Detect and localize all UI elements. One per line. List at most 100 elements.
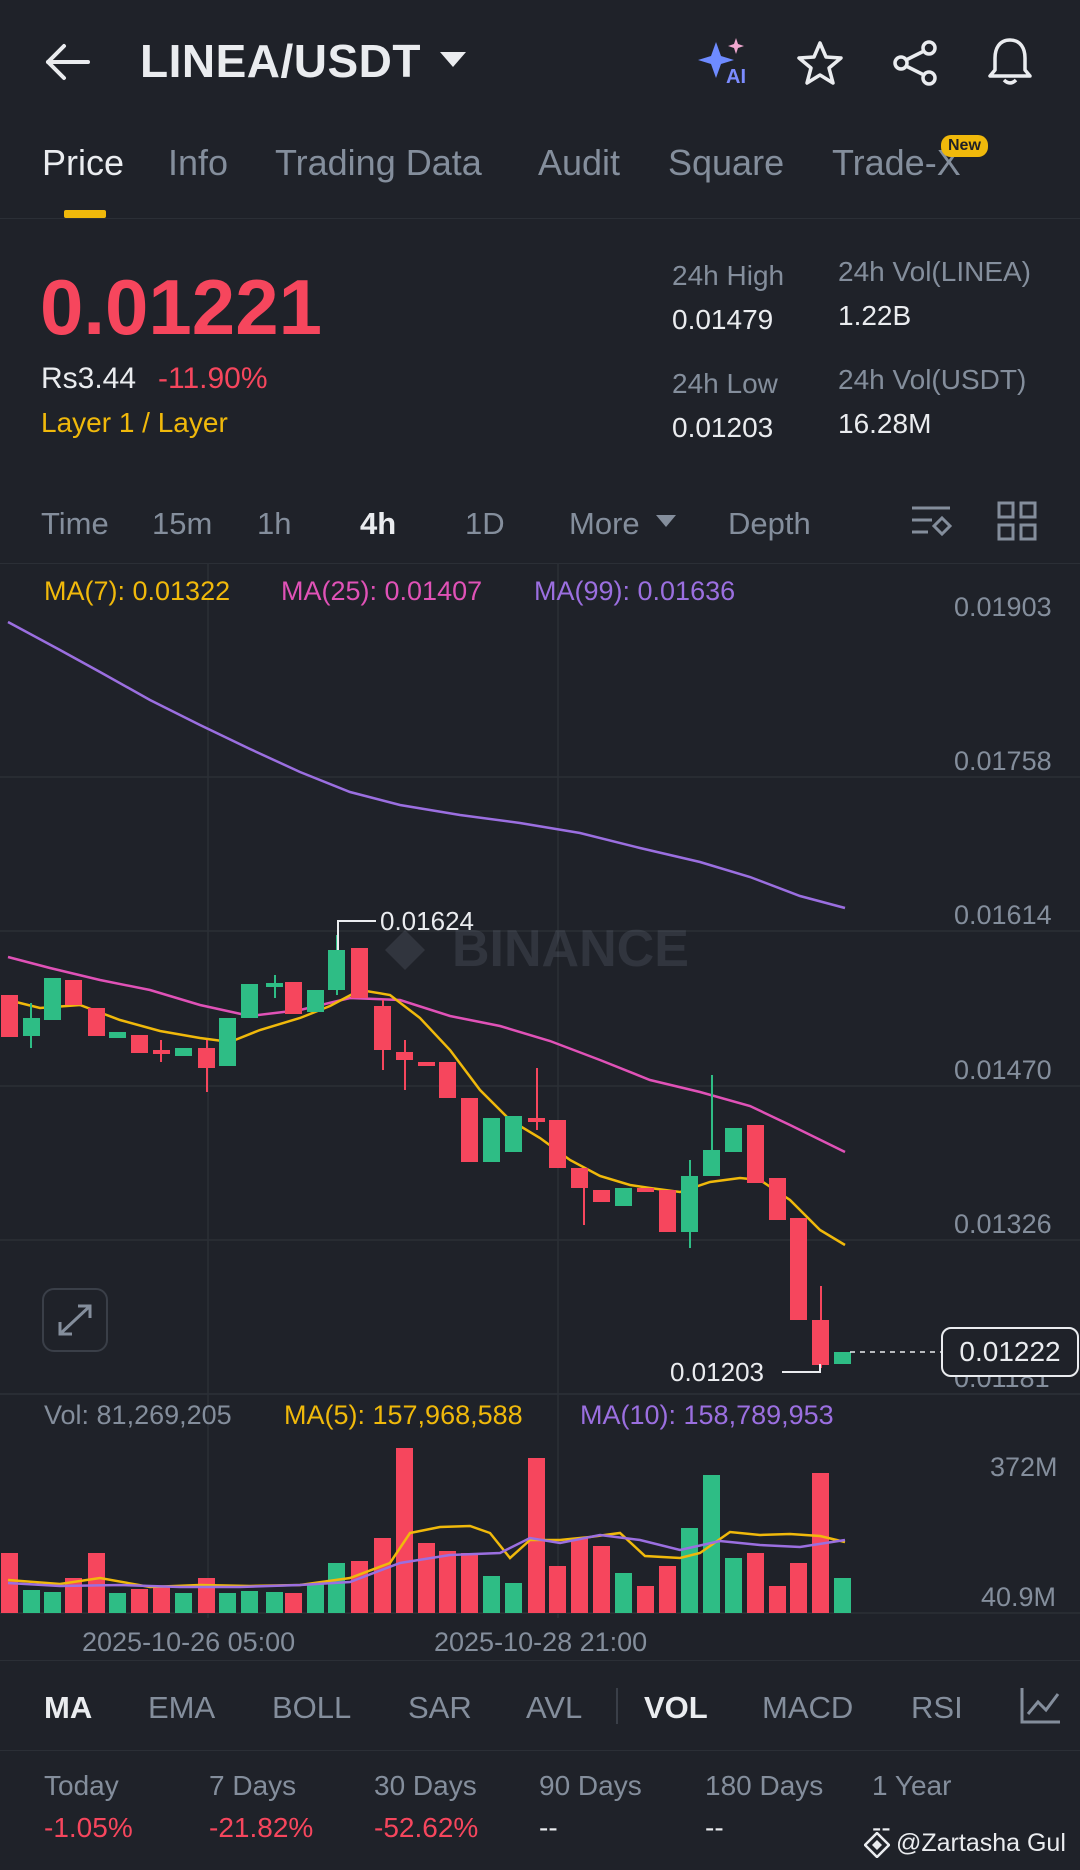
tf-1h[interactable]: 1h xyxy=(257,506,292,541)
volume-bar xyxy=(769,1586,786,1613)
active-tab-indicator xyxy=(64,210,106,218)
indicators-divider xyxy=(0,1750,1080,1751)
volume-bar xyxy=(637,1586,654,1613)
candle xyxy=(528,1118,545,1122)
volume-bar xyxy=(571,1538,588,1613)
ind-avl[interactable]: AVL xyxy=(526,1690,583,1725)
tf-depth[interactable]: Depth xyxy=(728,506,811,541)
ma7-line xyxy=(7,988,846,1247)
x-tick: 2025-10-28 21:00 xyxy=(434,1627,648,1657)
volume-bar xyxy=(374,1538,391,1613)
pair-title[interactable]: LINEA/USDT xyxy=(140,35,421,87)
volume-bar xyxy=(528,1458,545,1613)
y-tick: 0.01614 xyxy=(954,900,1052,930)
volume-bar xyxy=(747,1553,764,1613)
y-tick: 0.01758 xyxy=(954,746,1052,776)
perf-value: -1.05% xyxy=(44,1812,133,1843)
tf-15m[interactable]: 15m xyxy=(152,506,213,541)
pair-dropdown-icon[interactable] xyxy=(440,52,466,67)
high-marker: 0.01624 xyxy=(380,906,474,936)
chart-settings-button[interactable] xyxy=(910,500,954,544)
fullscreen-button[interactable] xyxy=(42,1288,108,1352)
tab-audit[interactable]: Audit xyxy=(538,142,621,183)
volume-bar xyxy=(88,1553,105,1613)
candle xyxy=(396,1052,413,1060)
tab-trade-x[interactable]: Trade-X xyxy=(832,142,961,183)
ind-vol[interactable]: VOL xyxy=(644,1690,708,1725)
ma99-line xyxy=(7,620,846,910)
candle xyxy=(109,1032,126,1038)
candle xyxy=(593,1190,610,1202)
candle xyxy=(659,1190,676,1232)
ind-ema[interactable]: EMA xyxy=(148,1690,216,1725)
favorite-button[interactable] xyxy=(796,40,844,88)
volume-bar xyxy=(725,1558,742,1613)
candle xyxy=(834,1352,851,1364)
price-change: -11.90% xyxy=(158,362,268,395)
volume-bar xyxy=(175,1593,192,1613)
ai-button[interactable]: AI xyxy=(696,36,752,92)
low-marker-line xyxy=(782,1364,821,1373)
credit-logo-icon xyxy=(863,1831,891,1859)
tab-trading-data[interactable]: Trading Data xyxy=(275,142,482,183)
volume-bar xyxy=(219,1593,236,1613)
candle xyxy=(812,1320,829,1365)
ind-ma[interactable]: MA xyxy=(44,1690,93,1725)
volume-bar xyxy=(681,1528,698,1613)
volume-bar xyxy=(396,1448,413,1613)
ind-sar[interactable]: SAR xyxy=(408,1690,472,1725)
y-tick: 0.01470 xyxy=(954,1055,1052,1085)
perf-value: -- xyxy=(872,1812,891,1843)
candle xyxy=(483,1118,500,1162)
tf-4h[interactable]: 4h xyxy=(360,506,397,541)
ind-macd[interactable]: MACD xyxy=(762,1690,854,1725)
share-button[interactable] xyxy=(891,38,941,88)
candle xyxy=(307,990,324,1012)
ind-boll[interactable]: BOLL xyxy=(272,1690,352,1725)
ai-label: AI xyxy=(726,66,746,88)
tab-square[interactable]: Square xyxy=(668,142,785,183)
perf-label: 180 Days xyxy=(705,1770,824,1801)
tabs-divider xyxy=(0,218,1080,219)
binance-watermark-text: BINANCE xyxy=(452,920,689,978)
candle xyxy=(703,1150,720,1176)
expand-icon xyxy=(58,1304,92,1336)
grid-icon xyxy=(997,501,1037,541)
candle xyxy=(505,1116,522,1152)
ma25-line xyxy=(7,955,846,1154)
category-tag[interactable]: Layer 1 / Layer xyxy=(41,407,228,438)
ind-rsi[interactable]: RSI xyxy=(911,1690,963,1725)
volume-bar xyxy=(153,1586,170,1613)
vol-tick-max: 372M xyxy=(990,1452,1058,1482)
tf-1d[interactable]: 1D xyxy=(465,506,505,541)
candle xyxy=(131,1035,148,1053)
vol-legend: Vol: 81,269,205 xyxy=(44,1400,232,1430)
vol-base-value: 1.22B xyxy=(838,300,912,331)
candle xyxy=(549,1120,566,1168)
back-button[interactable] xyxy=(44,42,94,82)
volume-bar xyxy=(439,1551,456,1613)
indicator-settings-button[interactable] xyxy=(1018,1686,1062,1726)
new-badge: New xyxy=(941,135,988,157)
chart-settings-icon xyxy=(912,506,953,537)
candlestick-chart[interactable]: BINANCE xyxy=(0,563,1080,1678)
tab-info[interactable]: Info xyxy=(168,142,229,183)
more-dropdown-icon[interactable] xyxy=(656,515,676,527)
tab-price[interactable]: Price xyxy=(42,142,125,183)
volume-bars xyxy=(1,1448,851,1613)
ma99-legend: MA(99): 0.01636 xyxy=(534,576,736,606)
current-price-tag: 0.01222 xyxy=(941,1327,1079,1377)
layout-grid-button[interactable] xyxy=(996,500,1038,542)
candle xyxy=(175,1048,192,1056)
indicator-separator xyxy=(616,1688,618,1724)
notification-button[interactable] xyxy=(986,36,1034,88)
volume-bar xyxy=(109,1593,126,1613)
tf-more[interactable]: More xyxy=(569,506,640,541)
candle xyxy=(461,1098,478,1162)
volume-bar xyxy=(549,1566,566,1613)
candle xyxy=(153,1050,170,1054)
candle xyxy=(23,1018,40,1036)
low-marker: 0.01203 xyxy=(670,1357,764,1387)
tf-time[interactable]: Time xyxy=(41,506,109,541)
volume-bar xyxy=(23,1590,40,1613)
